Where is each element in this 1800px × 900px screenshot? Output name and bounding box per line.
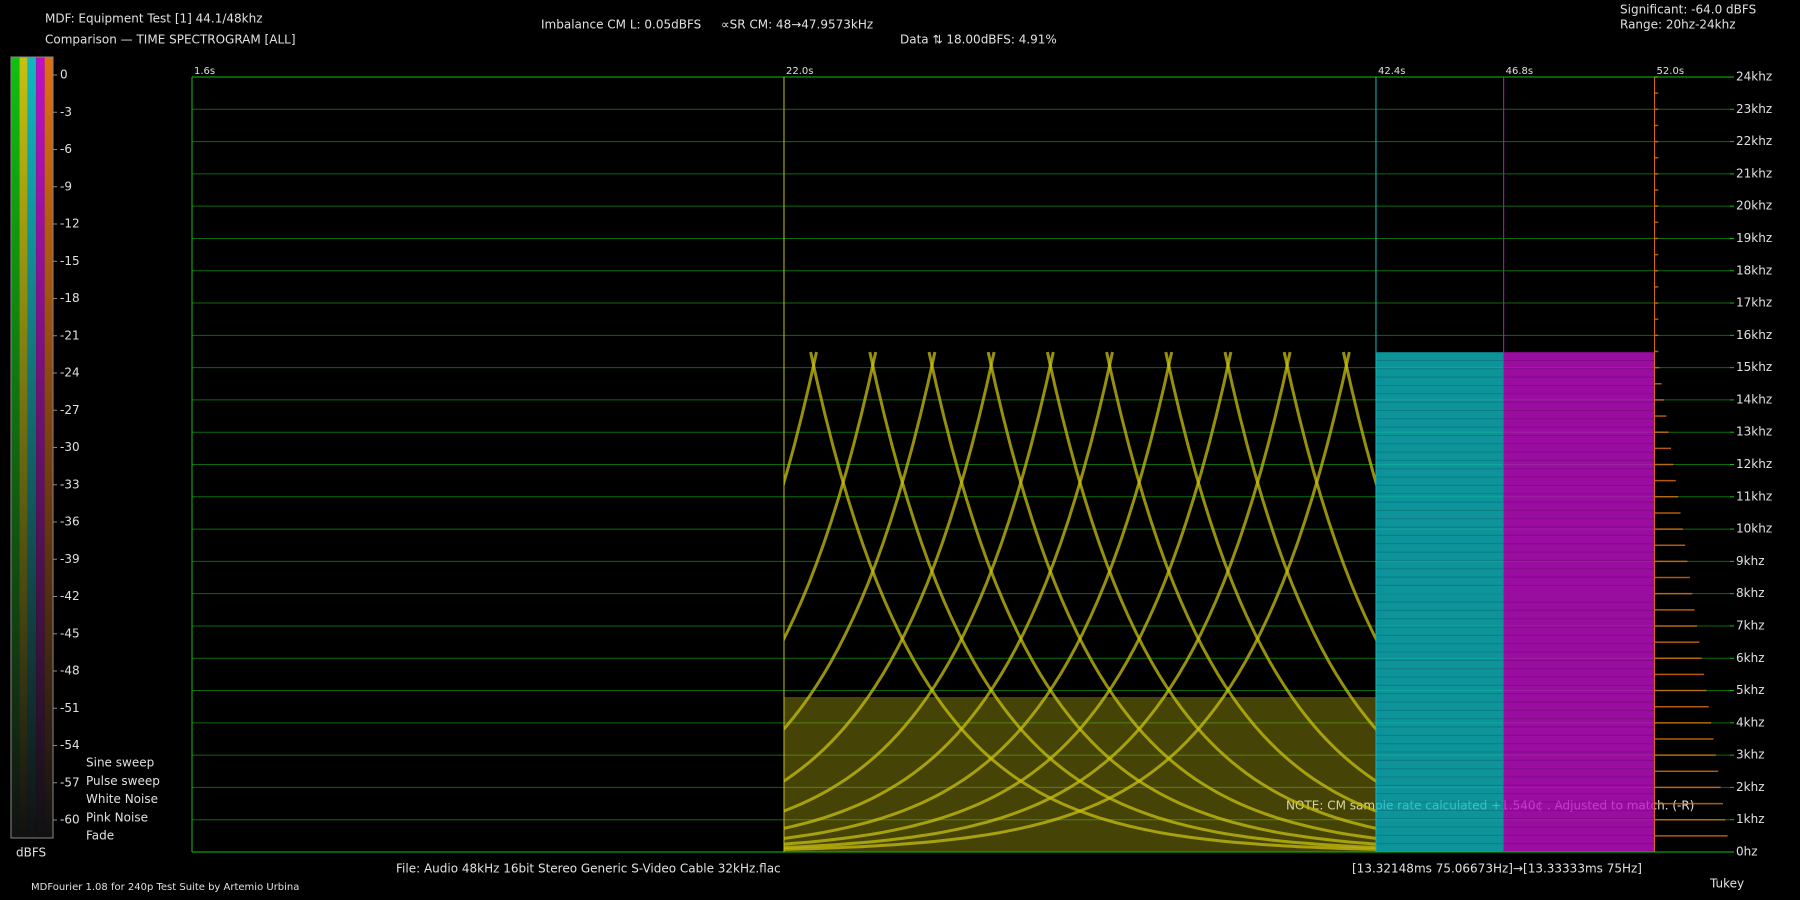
colorbar-band <box>36 57 45 838</box>
y-tick-label: 15khz <box>1736 360 1772 374</box>
annotation: Significant: -64.0 dBFS <box>1620 3 1756 17</box>
y-tick-label: 17khz <box>1736 296 1772 310</box>
colorbar-tick-label: -24 <box>60 366 80 380</box>
colorbar-band <box>11 57 20 838</box>
colorbar-tick-label: -12 <box>60 217 80 231</box>
y-tick-label: 24khz <box>1736 70 1772 84</box>
sweep-trace <box>783 351 996 783</box>
legend-entry: Pink Noise <box>86 810 148 824</box>
sweep-trace <box>809 351 1376 851</box>
legend-entry: White Noise <box>86 792 158 806</box>
colorbar-tick-label: -3 <box>60 105 72 119</box>
colorbar-tick-label: -21 <box>60 328 80 342</box>
y-tick-label: 2khz <box>1736 780 1765 794</box>
y-tick-label: 10khz <box>1736 522 1772 536</box>
x-tick-label: 22.0s <box>786 66 813 77</box>
colorbar-tick-label: -9 <box>60 179 72 193</box>
sweep-trace <box>1045 351 1376 830</box>
sweep-trace <box>783 351 1055 813</box>
y-tick-label: 12khz <box>1736 457 1772 471</box>
legend-entry: Sine sweep <box>86 756 154 770</box>
colorbar-tick-label: -48 <box>60 664 80 678</box>
sweep-trace <box>783 351 1174 840</box>
colorbar-tick-label: 0 <box>60 68 68 82</box>
x-tick-label: 42.4s <box>1378 66 1405 77</box>
y-tick-label: 23khz <box>1736 102 1772 116</box>
colorbar-tick-label: -60 <box>60 813 80 827</box>
colorbar-band <box>44 57 53 838</box>
y-tick-label: 13khz <box>1736 425 1772 439</box>
colorbar-tick-label: -15 <box>60 254 80 268</box>
sweep-trace <box>783 351 1233 846</box>
y-tick-label: 6khz <box>1736 651 1765 665</box>
annotation: [13.32148ms 75.06673Hz]→[13.33333ms 75Hz… <box>1352 862 1642 876</box>
y-tick-label: 18khz <box>1736 263 1772 277</box>
y-tick-label: 8khz <box>1736 586 1765 600</box>
annotation: Data ⇅ 18.00dBFS: 4.91% <box>900 33 1057 47</box>
x-tick-label: 1.6s <box>194 66 215 77</box>
annotation: ∝SR CM: 48→47.9573kHz <box>721 18 873 32</box>
y-tick-label: 3khz <box>1736 748 1765 762</box>
sweep-trace <box>1164 351 1376 783</box>
colorbar-tick-label: -42 <box>60 589 80 603</box>
colorbar-band <box>27 57 37 838</box>
sweep-trace <box>783 351 1114 830</box>
annotation: Range: 20hz-24khz <box>1620 18 1736 32</box>
sweep-trace <box>783 351 1292 849</box>
sweep-trace <box>1105 351 1376 813</box>
annotation: File: Audio 48kHz 16bit Stereo Generic S… <box>396 862 781 876</box>
colorbar-tick-label: -45 <box>60 626 80 640</box>
sweep-trace <box>783 351 1351 851</box>
y-tick-label: 14khz <box>1736 392 1772 406</box>
noise-band <box>1503 352 1655 852</box>
chart-subtitle: Comparison — TIME SPECTROGRAM [ALL] <box>45 33 296 47</box>
annotation: Tukey <box>1709 877 1744 891</box>
colorbar-tick-label: -54 <box>60 738 80 752</box>
chart-title: MDF: Equipment Test [1] 44.1/48khz <box>45 12 263 26</box>
x-tick-label: 46.8s <box>1506 66 1533 77</box>
y-tick-label: 21khz <box>1736 166 1772 180</box>
colorbar-tick-label: -57 <box>60 775 80 789</box>
y-tick-label: 4khz <box>1736 715 1765 729</box>
y-tick-label: 19khz <box>1736 231 1772 245</box>
annotation: Imbalance CM L: 0.05dBFS <box>541 18 701 32</box>
colorbar-tick-label: -6 <box>60 142 72 156</box>
annotation: MDFourier 1.08 for 240p Test Suite by Ar… <box>31 882 299 893</box>
colorbar-tick-label: -18 <box>60 291 80 305</box>
y-tick-label: 11khz <box>1736 489 1772 503</box>
y-tick-label: 1khz <box>1736 812 1765 826</box>
colorbar-tick-label: -27 <box>60 403 80 417</box>
y-tick-label: 20khz <box>1736 199 1772 213</box>
colorbar-band <box>19 57 28 838</box>
colorbar-tick-label: -30 <box>60 440 80 454</box>
y-tick-label: 22khz <box>1736 134 1772 148</box>
y-tick-label: 9khz <box>1736 554 1765 568</box>
legend-entry: Fade <box>86 829 114 843</box>
colorbar-tick-label: -39 <box>60 552 80 566</box>
noise-fill <box>783 697 1376 852</box>
noise-band <box>1375 352 1504 852</box>
y-tick-label: 16khz <box>1736 328 1772 342</box>
y-tick-label: 7khz <box>1736 618 1765 632</box>
colorbar-tick-label: -36 <box>60 515 80 529</box>
y-tick-label: 0hz <box>1736 845 1758 859</box>
y-tick-label: 5khz <box>1736 683 1765 697</box>
x-tick-label: 52.0s <box>1657 66 1684 77</box>
sweep-trace <box>1223 351 1376 732</box>
sweep-trace <box>783 351 937 732</box>
sweep-trace <box>927 351 1376 846</box>
legend-entry: Pulse sweep <box>86 774 160 788</box>
colorbar-label: dBFS <box>16 846 46 860</box>
colorbar-tick-label: -51 <box>60 701 80 715</box>
sweep-trace <box>868 351 1376 849</box>
sweep-trace <box>986 351 1376 840</box>
colorbar-tick-label: -33 <box>60 477 80 491</box>
spectrogram <box>783 351 1376 852</box>
